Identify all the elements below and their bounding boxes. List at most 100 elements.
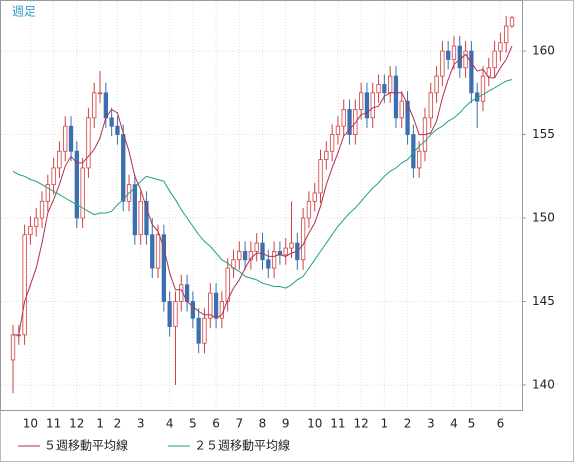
x-tick-label: 6 bbox=[497, 417, 505, 431]
candle-body bbox=[451, 45, 457, 60]
candle-body bbox=[34, 217, 39, 227]
candle-body bbox=[289, 242, 294, 249]
candle-body bbox=[399, 100, 404, 119]
candle-body bbox=[103, 92, 108, 119]
candle-body bbox=[440, 50, 445, 77]
candle-body bbox=[300, 217, 306, 261]
x-tick-label: 10 bbox=[307, 417, 322, 431]
x-tick-label: 2 bbox=[114, 417, 122, 431]
candle-body bbox=[155, 234, 161, 269]
x-tick-label: 8 bbox=[259, 417, 267, 431]
candle-body bbox=[161, 234, 167, 302]
candle-body bbox=[376, 84, 381, 94]
candle-body bbox=[469, 50, 474, 94]
candle-body bbox=[480, 75, 486, 102]
candle-body bbox=[63, 125, 68, 152]
candle-body bbox=[382, 84, 387, 94]
candle-body bbox=[80, 167, 85, 219]
candle-body bbox=[306, 200, 312, 219]
moving-average-line bbox=[12, 79, 513, 289]
candle-body bbox=[260, 242, 265, 261]
candle-body bbox=[335, 125, 341, 135]
candle-body bbox=[150, 234, 155, 269]
candle-body bbox=[463, 50, 468, 69]
candle-body bbox=[92, 92, 97, 119]
candle-body bbox=[498, 42, 503, 52]
candle-body bbox=[28, 225, 33, 236]
candle-body bbox=[57, 150, 62, 169]
candle-body bbox=[329, 134, 335, 152]
candle-body bbox=[457, 45, 462, 69]
y-tick-label: 150 bbox=[532, 211, 555, 225]
chart-title: 週足 bbox=[12, 5, 36, 19]
x-tick-label: 3 bbox=[137, 417, 145, 431]
candle-body bbox=[51, 167, 56, 186]
candle-body bbox=[190, 301, 196, 319]
candle-body bbox=[121, 134, 126, 202]
candle-body bbox=[341, 109, 346, 127]
candle-body bbox=[393, 75, 399, 119]
candle-body bbox=[486, 67, 491, 77]
candle-body bbox=[254, 242, 259, 252]
candle-body bbox=[213, 292, 219, 319]
candle-body bbox=[22, 234, 27, 336]
x-tick-label: 5 bbox=[468, 417, 476, 431]
candle-body bbox=[446, 50, 451, 60]
candle-body bbox=[45, 184, 50, 202]
candle-body bbox=[318, 159, 323, 194]
x-tick-label: 4 bbox=[450, 417, 458, 431]
y-tick-label: 140 bbox=[532, 377, 555, 391]
candle-body bbox=[283, 247, 288, 256]
x-tick-label: 4 bbox=[166, 417, 174, 431]
candle-body bbox=[86, 117, 91, 169]
candle-body bbox=[405, 100, 410, 135]
candle-body bbox=[312, 192, 317, 202]
candle-body bbox=[39, 200, 45, 219]
x-tick-label: 5 bbox=[189, 417, 197, 431]
candle-body bbox=[144, 200, 149, 236]
candle-body bbox=[347, 109, 352, 135]
candle-body bbox=[364, 92, 370, 119]
y-tick-label: 145 bbox=[532, 294, 555, 308]
x-tick-label: 2 bbox=[404, 417, 412, 431]
candle-body bbox=[428, 92, 433, 119]
x-tick-label: 9 bbox=[282, 417, 290, 431]
candle-body bbox=[370, 92, 375, 119]
candle-body bbox=[138, 200, 143, 236]
x-tick-label: 11 bbox=[46, 417, 61, 431]
candle-body bbox=[358, 92, 364, 110]
candle-body bbox=[74, 150, 79, 219]
candle-body bbox=[196, 317, 201, 344]
candle-body bbox=[417, 150, 422, 169]
plot-area bbox=[0, 0, 523, 411]
moving-average-line bbox=[13, 45, 513, 336]
y-tick-label: 160 bbox=[532, 44, 555, 58]
candle-body bbox=[324, 150, 329, 160]
candle-body bbox=[132, 184, 137, 236]
x-tick-label: 3 bbox=[427, 417, 435, 431]
legend-label: ５週移動平均線 bbox=[44, 438, 128, 453]
candle-body bbox=[10, 334, 16, 361]
x-tick-label: 12 bbox=[353, 417, 368, 431]
candle-body bbox=[266, 259, 271, 269]
candle-body bbox=[237, 251, 242, 261]
x-tick-label: 7 bbox=[235, 417, 243, 431]
candle-body bbox=[97, 92, 103, 95]
candle-body bbox=[509, 17, 515, 27]
legend-label: ２５週移動平均線 bbox=[194, 438, 290, 453]
x-tick-label: 6 bbox=[212, 417, 220, 431]
candle-body bbox=[167, 301, 172, 327]
candle-body bbox=[109, 117, 114, 127]
candle-body bbox=[173, 301, 178, 327]
candle-body bbox=[202, 317, 207, 344]
candle-body bbox=[492, 50, 497, 69]
x-tick-label: 1 bbox=[381, 417, 389, 431]
candle-body bbox=[242, 251, 248, 261]
x-tick-label: 1 bbox=[96, 417, 104, 431]
candle-body bbox=[225, 267, 230, 302]
y-tick-label: 155 bbox=[532, 127, 555, 141]
candle-body bbox=[115, 125, 120, 135]
candle-body bbox=[248, 251, 254, 261]
candle-body bbox=[271, 251, 277, 269]
